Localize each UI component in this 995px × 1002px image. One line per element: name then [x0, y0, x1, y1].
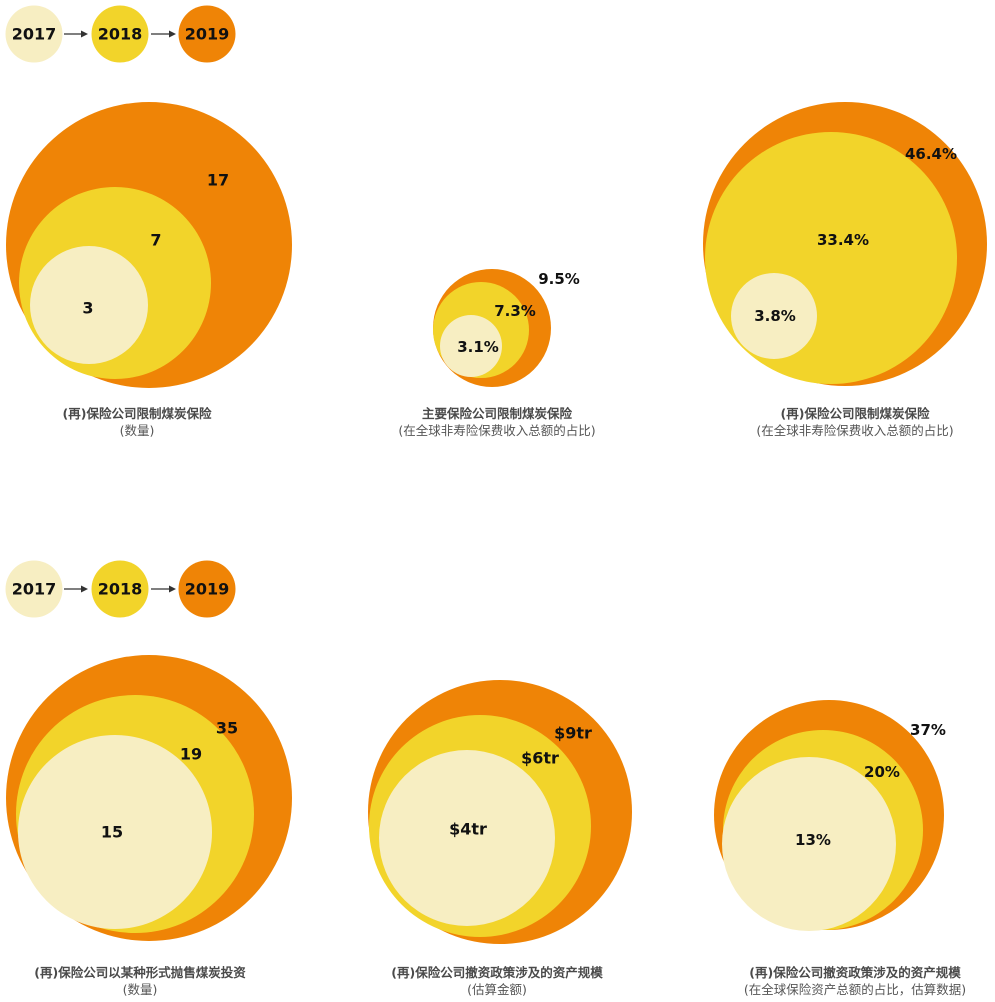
bubble-2017	[379, 750, 555, 926]
legend-label-2017: 2017	[12, 25, 57, 44]
chart-panel-2: 3.1% 7.3%9.5%	[433, 269, 580, 387]
data-label-2019: 35	[216, 719, 238, 738]
chart-panel-4: 15 19 35	[6, 655, 292, 941]
caption-title: (再)保险公司限制煤炭保险	[780, 406, 930, 421]
caption-title: (再)保险公司以某种形式抛售煤炭投资	[34, 965, 246, 980]
data-label-2018: 7.3%	[494, 302, 536, 320]
legend-circle-2019	[178, 560, 236, 618]
legend-circle-2019	[178, 5, 236, 63]
data-label-2017: 15	[101, 823, 123, 842]
data-label-2019: 17	[207, 171, 229, 190]
data-label-2018: 33.4%	[817, 231, 869, 249]
bubble-2017	[30, 246, 148, 364]
legend-circle-2017	[5, 5, 63, 63]
caption-subtitle: (在全球保险资产总额的占比，估算数据)	[743, 982, 967, 997]
data-label-2018: 20%	[864, 763, 900, 781]
data-label-2017: 3.8%	[754, 307, 796, 325]
legend-label-2018: 2018	[98, 580, 143, 599]
caption-panel-3: (再)保险公司限制煤炭保险 (在全球非寿险保费收入总额的占比)	[690, 405, 995, 439]
legend-circle-2018	[91, 5, 149, 63]
chart-panel-5: $4tr $6tr $9tr	[368, 680, 632, 944]
chart-panel-3: 3.8% 33.4% 46.4%	[703, 102, 987, 386]
bubble-2017	[722, 757, 896, 931]
caption-panel-5: (再)保险公司撤资政策涉及的资产规模 (估算金额)	[332, 964, 662, 998]
legend-circle-2018	[91, 560, 149, 618]
data-label-2018: 19	[180, 745, 202, 764]
caption-subtitle: (在全球非寿险保费收入总额的占比)	[756, 423, 954, 438]
legend-label-2017: 2017	[12, 580, 57, 599]
caption-title: (再)保险公司撤资政策涉及的资产规模	[391, 965, 603, 980]
caption-title: (再)保险公司撤资政策涉及的资产规模	[749, 965, 961, 980]
data-label-2017: 3	[82, 299, 93, 318]
caption-subtitle: (估算金额)	[467, 982, 527, 997]
chart-panel-6: 13% 20% 37%	[714, 700, 946, 931]
data-label-2018: 7	[150, 231, 161, 250]
legend-arrow-icon	[169, 585, 176, 593]
legend-bottom: 2017 2018 2019	[5, 560, 236, 618]
legend-label-2018: 2018	[98, 25, 143, 44]
data-label-2019: 37%	[910, 721, 946, 739]
legend-arrow-icon	[169, 30, 176, 38]
chart-panel-1: 3 7 17	[6, 102, 292, 388]
bubble-2017	[440, 315, 502, 377]
legend-label-2019: 2019	[185, 580, 230, 599]
legend-circle-2017	[5, 560, 63, 618]
bubble-2018	[705, 132, 957, 384]
bubble-2017	[731, 273, 817, 359]
caption-panel-1: (再)保险公司限制煤炭保险 (数量)	[0, 405, 302, 439]
legend-arrow-icon	[81, 585, 88, 593]
data-label-2018: $6tr	[521, 749, 559, 768]
data-label-2019: 46.4%	[905, 145, 957, 163]
caption-panel-2: 主要保险公司限制煤炭保险 (在全球非寿险保费收入总额的占比)	[332, 405, 662, 439]
caption-panel-4: (再)保险公司以某种形式抛售煤炭投资 (数量)	[0, 964, 305, 998]
data-label-2019: $9tr	[554, 724, 592, 743]
caption-subtitle: (数量)	[119, 423, 155, 438]
caption-subtitle: (数量)	[122, 982, 158, 997]
caption-subtitle: (在全球非寿险保费收入总额的占比)	[398, 423, 596, 438]
bubble-2017	[18, 735, 212, 929]
caption-title: 主要保险公司限制煤炭保险	[421, 406, 572, 421]
legend-label-2019: 2019	[185, 25, 230, 44]
data-label-2017: 3.1%	[457, 338, 499, 356]
data-label-2019: 9.5%	[538, 270, 580, 288]
legend-arrow-icon	[81, 30, 88, 38]
data-label-2017: $4tr	[449, 820, 487, 839]
caption-panel-6: (再)保险公司撤资政策涉及的资产规模 (在全球保险资产总额的占比，估算数据)	[690, 964, 995, 998]
data-label-2017: 13%	[795, 831, 831, 849]
caption-title: (再)保险公司限制煤炭保险	[62, 406, 212, 421]
legend-top: 2017 2018 2019	[5, 5, 236, 63]
